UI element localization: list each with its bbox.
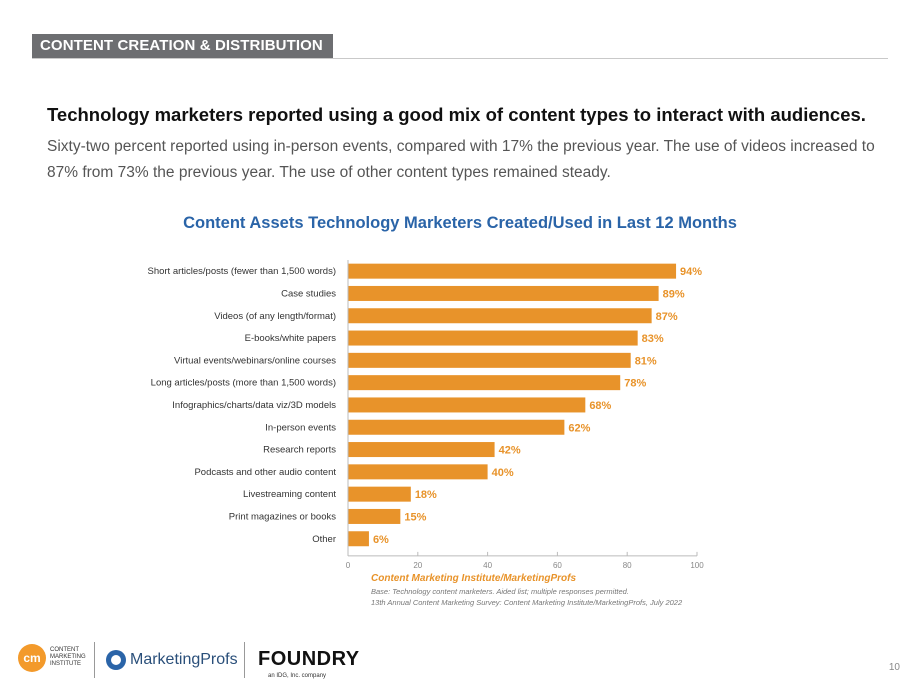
value-label: 42% [499,445,521,457]
cmi-logo: cm CONTENT MARKETING INSTITUTE [18,644,102,676]
bar [348,442,495,458]
cmi-logo-text: CONTENT MARKETING INSTITUTE [50,647,86,667]
bar [348,285,659,301]
cmi-logo-mark: cm [18,644,46,672]
x-tick-label: 60 [553,561,562,570]
page-subtext: Sixty-two percent reported using in-pers… [47,138,875,181]
bar [348,308,652,324]
bar [348,397,586,413]
section-divider [32,58,888,59]
value-label: 87% [656,311,678,323]
category-label: Videos (of any length/format) [214,311,336,322]
marketingprofs-icon [106,650,126,670]
bar [348,486,411,502]
bar [348,375,621,391]
category-label: Virtual events/webinars/online courses [174,355,336,366]
source-title: Content Marketing Institute/MarketingPro… [371,573,577,584]
category-label: Infographics/charts/data viz/3D models [172,400,336,411]
value-label: 68% [589,400,611,412]
x-tick-label: 100 [690,561,704,570]
category-label: Short articles/posts (fewer than 1,500 w… [147,266,336,277]
bar [348,263,677,279]
page-number: 10 [888,662,900,673]
logo-separator [94,642,95,678]
value-label: 89% [663,288,685,300]
section-tab: CONTENT CREATION & DISTRIBUTION [32,34,333,58]
logo-separator [244,642,245,678]
x-tick-label: 20 [413,561,422,570]
x-tick-label: 40 [483,561,492,570]
bar [348,330,638,346]
bar-chart: Short articles/posts (fewer than 1,500 w… [147,260,704,570]
value-label: 40% [492,467,514,479]
category-label: Research reports [263,445,336,456]
x-tick-label: 0 [346,561,351,570]
value-label: 78% [624,378,646,390]
bar [348,464,488,480]
category-label: E-books/white papers [245,333,337,344]
category-label: Other [312,534,336,545]
value-label: 15% [404,511,426,523]
bar [348,419,565,435]
foundry-logo-text: FOUNDRY [258,648,360,670]
x-tick-label: 80 [623,561,632,570]
category-label: Long articles/posts (more than 1,500 wor… [151,378,336,389]
marketingprofs-text: MarketingProfs [130,651,238,668]
category-label: In-person events [265,422,336,433]
value-label: 18% [415,489,437,501]
bar [348,352,631,368]
value-label: 83% [642,333,664,345]
source-base: Base: Technology content marketers. Aide… [371,587,629,596]
source-survey: 13th Annual Content Marketing Survey: Co… [371,598,683,607]
value-label: 62% [568,422,590,434]
value-label: 81% [635,355,657,367]
value-label: 94% [680,266,702,278]
bar [348,508,401,524]
bar [348,531,369,547]
category-label: Livestreaming content [243,489,336,500]
foundry-tagline: an IDG, Inc. company [268,673,327,679]
value-label: 6% [373,534,389,546]
chart-title: Content Assets Technology Marketers Crea… [183,214,737,232]
page-headline: Technology marketers reported using a go… [47,104,866,125]
category-label: Podcasts and other audio content [194,467,336,478]
category-label: Print magazines or books [229,511,336,522]
foundry-logo: FOUNDRY an IDG, Inc. company [258,648,360,679]
category-label: Case studies [281,288,336,299]
